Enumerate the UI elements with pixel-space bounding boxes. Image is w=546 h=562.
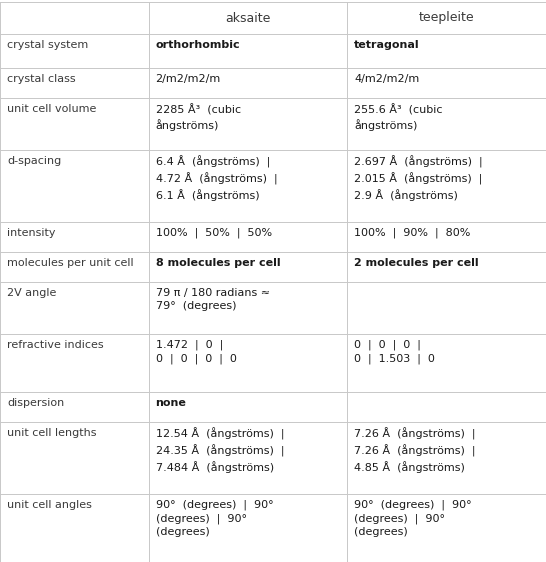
Text: unit cell angles: unit cell angles <box>7 500 92 510</box>
Text: 2/m2/m2/m: 2/m2/m2/m <box>156 74 221 84</box>
Text: 7.26 Å  (ångströms)  |
7.26 Å  (ångströms)  |
4.85 Å  (ångströms): 7.26 Å (ångströms) | 7.26 Å (ångströms) … <box>354 428 476 473</box>
Text: 255.6 Å³  (cubic
ångströms): 255.6 Å³ (cubic ångströms) <box>354 104 443 132</box>
Text: orthorhombic: orthorhombic <box>156 40 240 50</box>
Text: 4/m2/m2/m: 4/m2/m2/m <box>354 74 419 84</box>
Text: 79 π / 180 radians ≈
79°  (degrees): 79 π / 180 radians ≈ 79° (degrees) <box>156 288 270 311</box>
Text: 12.54 Å  (ångströms)  |
24.35 Å  (ångströms)  |
7.484 Å  (ångströms): 12.54 Å (ångströms) | 24.35 Å (ångströms… <box>156 428 284 473</box>
Text: 90°  (degrees)  |  90°
(degrees)  |  90°
(degrees): 90° (degrees) | 90° (degrees) | 90° (deg… <box>156 500 273 537</box>
Text: d-spacing: d-spacing <box>7 156 61 166</box>
Text: refractive indices: refractive indices <box>7 340 104 350</box>
Text: dispersion: dispersion <box>7 398 64 408</box>
Text: 8 molecules per cell: 8 molecules per cell <box>156 258 280 268</box>
Text: unit cell lengths: unit cell lengths <box>7 428 97 438</box>
Text: 1.472  |  0  |
0  |  0  |  0  |  0: 1.472 | 0 | 0 | 0 | 0 | 0 <box>156 340 236 364</box>
Text: intensity: intensity <box>7 228 56 238</box>
Text: teepleite: teepleite <box>419 11 474 25</box>
Text: 100%  |  90%  |  80%: 100% | 90% | 80% <box>354 228 471 238</box>
Text: tetragonal: tetragonal <box>354 40 420 50</box>
Text: 0  |  0  |  0  |
0  |  1.503  |  0: 0 | 0 | 0 | 0 | 1.503 | 0 <box>354 340 435 364</box>
Text: none: none <box>156 398 186 408</box>
Text: 100%  |  50%  |  50%: 100% | 50% | 50% <box>156 228 272 238</box>
Text: molecules per unit cell: molecules per unit cell <box>7 258 134 268</box>
Text: 2.697 Å  (ångströms)  |
2.015 Å  (ångströms)  |
2.9 Å  (ångströms): 2.697 Å (ångströms) | 2.015 Å (ångströms… <box>354 156 483 201</box>
Text: crystal class: crystal class <box>7 74 76 84</box>
Text: 2285 Å³  (cubic
ångströms): 2285 Å³ (cubic ångströms) <box>156 104 241 132</box>
Text: unit cell volume: unit cell volume <box>7 104 97 114</box>
Text: 6.4 Å  (ångströms)  |
4.72 Å  (ångströms)  |
6.1 Å  (ångströms): 6.4 Å (ångströms) | 4.72 Å (ångströms) |… <box>156 156 277 201</box>
Text: crystal system: crystal system <box>7 40 88 50</box>
Text: 90°  (degrees)  |  90°
(degrees)  |  90°
(degrees): 90° (degrees) | 90° (degrees) | 90° (deg… <box>354 500 472 537</box>
Text: 2V angle: 2V angle <box>7 288 56 298</box>
Text: 2 molecules per cell: 2 molecules per cell <box>354 258 479 268</box>
Text: aksaite: aksaite <box>225 11 271 25</box>
